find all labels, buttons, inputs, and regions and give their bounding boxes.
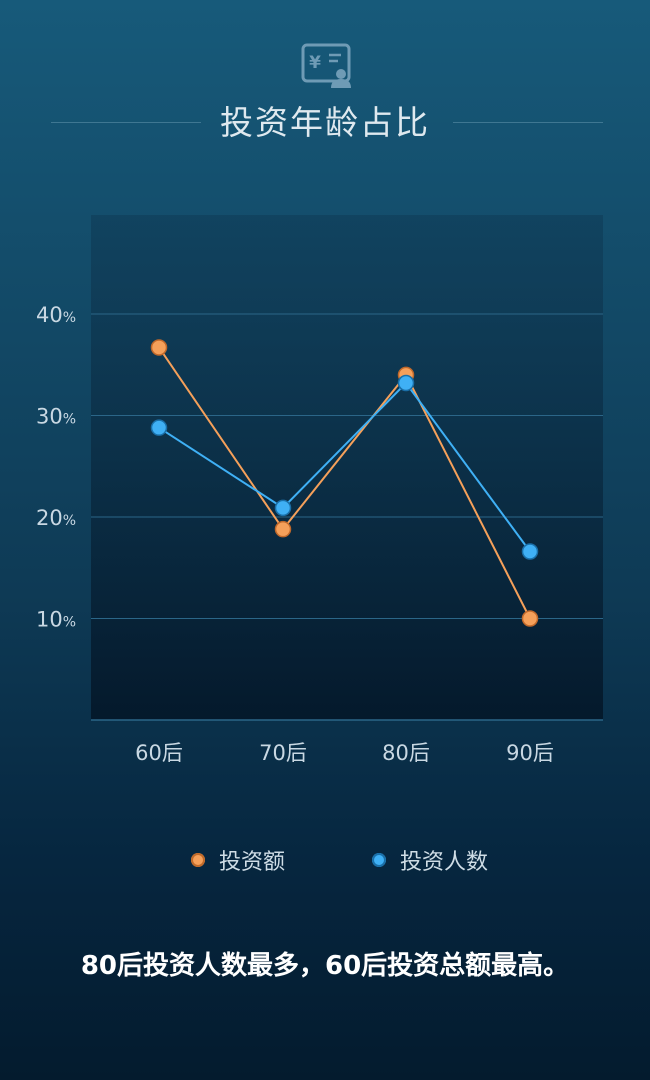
y-tick-label-30: 30% bbox=[36, 405, 76, 429]
legend-item-amount: 投资额 bbox=[191, 843, 285, 877]
y-tick-label-20: 20% bbox=[36, 506, 76, 530]
page-title: 投资年龄占比 bbox=[220, 103, 430, 142]
data-point-people-1 bbox=[274, 499, 292, 517]
series-line-amount bbox=[158, 346, 531, 619]
y-tick-unit: % bbox=[63, 310, 76, 326]
series-layer bbox=[150, 339, 539, 627]
legend-people-label: 投资人数 bbox=[400, 850, 489, 875]
title-divider-left bbox=[51, 122, 201, 123]
data-point-people-2 bbox=[397, 374, 415, 392]
y-tick-label-40: 40% bbox=[36, 303, 76, 327]
y-tick-label-10: 10% bbox=[36, 608, 76, 632]
x-tick-label-2: 80后 bbox=[382, 741, 430, 765]
legend-people-marker-icon bbox=[372, 853, 386, 867]
title-divider-right bbox=[453, 122, 603, 123]
legend-item-people: 投资人数 bbox=[372, 843, 488, 877]
grid-lines bbox=[91, 313, 603, 619]
svg-text:¥: ¥ bbox=[309, 53, 321, 73]
x-tick-label-1: 70后 bbox=[259, 741, 307, 765]
x-tick-label-0: 60后 bbox=[135, 741, 183, 765]
plot-area bbox=[91, 215, 603, 720]
data-point-people-3 bbox=[521, 543, 539, 560]
legend-amount-marker-icon bbox=[191, 853, 205, 867]
y-tick-unit: % bbox=[63, 513, 76, 529]
y-tick-value: 10 bbox=[36, 608, 63, 632]
x-tick-labels: 60后 70后 80后 90后 bbox=[135, 741, 554, 765]
data-point-people-0 bbox=[150, 419, 168, 436]
y-tick-unit: % bbox=[63, 615, 76, 631]
y-tick-labels: 10%20%30%40% bbox=[36, 303, 76, 632]
data-point-amount-1 bbox=[274, 520, 292, 538]
y-tick-value: 20 bbox=[36, 506, 63, 530]
x-tick-label-3: 90后 bbox=[506, 741, 554, 765]
data-point-amount-3 bbox=[521, 610, 539, 627]
line-chart: 10%20%30%40% 60后 70后 80后 90后 bbox=[36, 215, 603, 765]
y-tick-value: 30 bbox=[36, 405, 63, 429]
yuan-document-person-icon: ¥ bbox=[301, 43, 351, 88]
y-tick-value: 40 bbox=[36, 303, 63, 327]
conclusion-text: 80后投资人数最多，60后投资总额最高。 bbox=[80, 951, 570, 981]
series-line-people bbox=[158, 381, 531, 553]
title-row: 投资年龄占比 bbox=[0, 98, 650, 148]
y-tick-unit: % bbox=[63, 412, 76, 428]
legend-amount-label: 投资额 bbox=[219, 850, 286, 875]
data-point-amount-0 bbox=[150, 339, 168, 356]
